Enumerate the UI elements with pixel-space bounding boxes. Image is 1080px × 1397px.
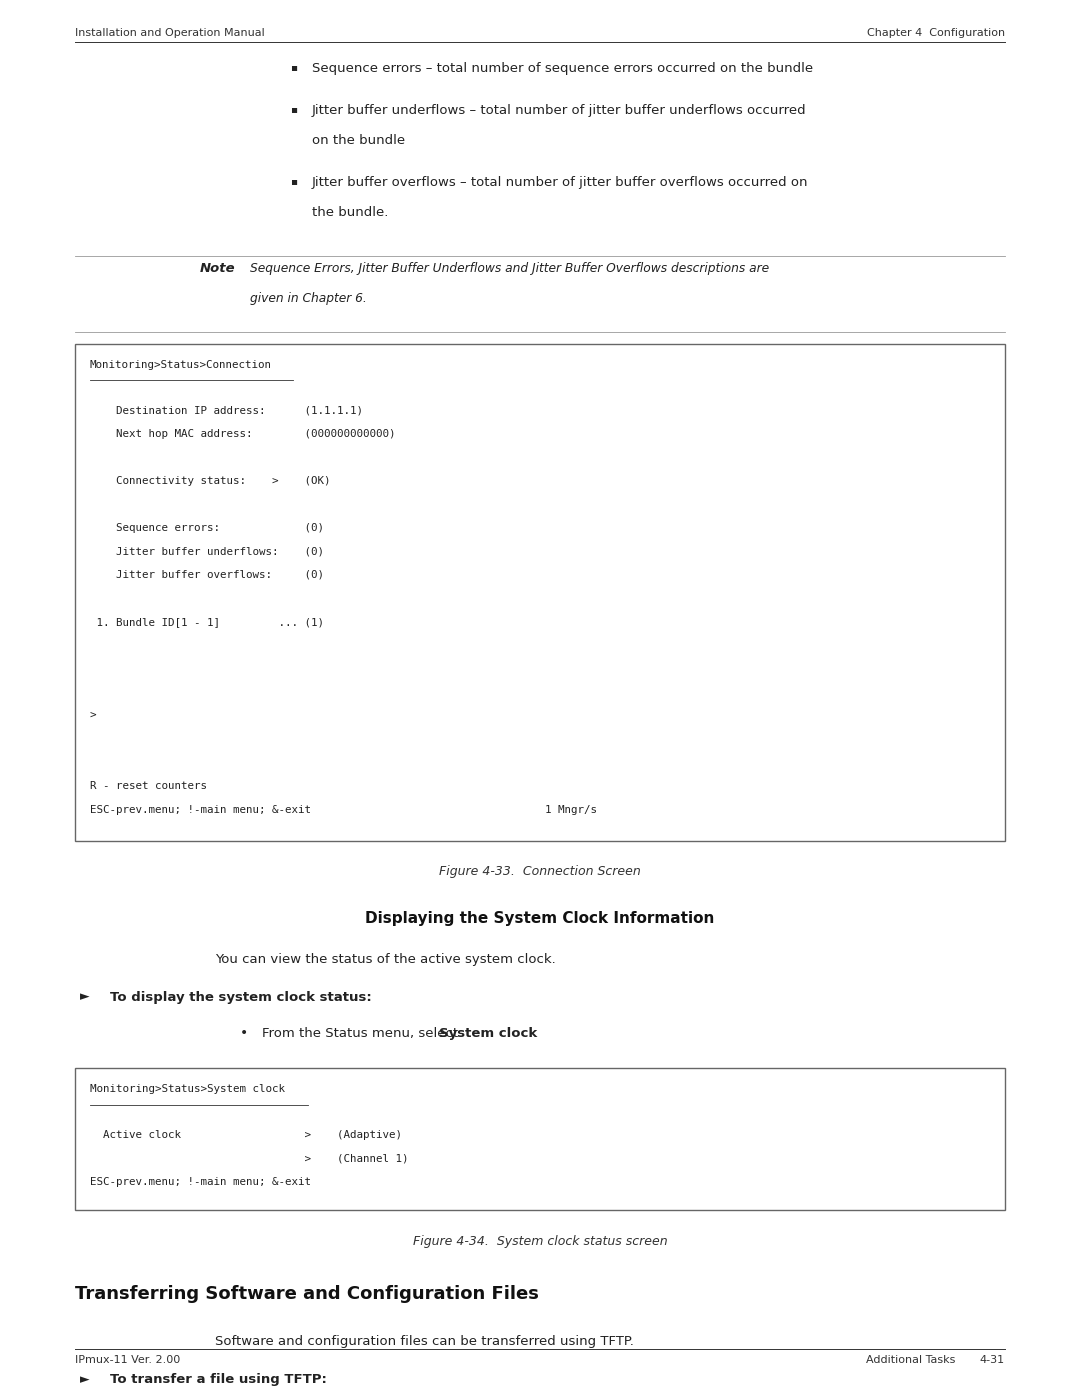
Text: ESC-prev.menu; !-main menu; &-exit                                    1 Mngr/s: ESC-prev.menu; !-main menu; &-exit 1 Mng… <box>90 805 597 814</box>
Text: ►: ► <box>80 1373 90 1386</box>
Text: To display the system clock status:: To display the system clock status: <box>110 990 372 1003</box>
Text: the bundle.: the bundle. <box>312 205 389 219</box>
Text: Software and configuration files can be transferred using TFTP.: Software and configuration files can be … <box>215 1336 634 1348</box>
Text: Sequence errors:             (0): Sequence errors: (0) <box>90 522 324 534</box>
Text: Active clock                   >    (Adaptive): Active clock > (Adaptive) <box>90 1130 402 1140</box>
Text: Sequence errors – total number of sequence errors occurred on the bundle: Sequence errors – total number of sequen… <box>312 61 813 75</box>
Text: Jitter buffer overflows – total number of jitter buffer overflows occurred on: Jitter buffer overflows – total number o… <box>312 176 809 189</box>
Text: Monitoring>Status>Connection: Monitoring>Status>Connection <box>90 360 272 370</box>
Text: ESC-prev.menu; !-main menu; &-exit: ESC-prev.menu; !-main menu; &-exit <box>90 1178 311 1187</box>
Text: System clock: System clock <box>438 1027 537 1039</box>
Bar <box>75 344 1005 841</box>
Text: •: • <box>240 1027 248 1041</box>
Text: Connectivity status:    >    (OK): Connectivity status: > (OK) <box>90 476 330 486</box>
Text: 4-31: 4-31 <box>980 1355 1005 1365</box>
Text: R - reset counters: R - reset counters <box>90 781 207 792</box>
Text: From the Status menu, select: From the Status menu, select <box>262 1027 462 1039</box>
Text: Figure 4-33.  Connection Screen: Figure 4-33. Connection Screen <box>440 866 640 879</box>
Text: IPmux-11 Ver. 2.00: IPmux-11 Ver. 2.00 <box>75 1355 180 1365</box>
Text: Displaying the System Clock Information: Displaying the System Clock Information <box>365 911 715 925</box>
Text: >    (Channel 1): > (Channel 1) <box>90 1154 408 1164</box>
Text: Destination IP address:      (1.1.1.1): Destination IP address: (1.1.1.1) <box>90 405 363 415</box>
Text: Monitoring>Status>System clock: Monitoring>Status>System clock <box>90 1084 285 1094</box>
Text: ▪: ▪ <box>291 103 297 115</box>
Text: Next hop MAC address:        (000000000000): Next hop MAC address: (000000000000) <box>90 429 395 439</box>
Text: ▪: ▪ <box>291 61 297 73</box>
Text: Transferring Software and Configuration Files: Transferring Software and Configuration … <box>75 1285 539 1303</box>
Text: Jitter buffer underflows – total number of jitter buffer underflows occurred: Jitter buffer underflows – total number … <box>312 103 807 117</box>
Text: To transfer a file using TFTP:: To transfer a file using TFTP: <box>110 1373 327 1386</box>
Text: >: > <box>90 711 96 721</box>
Text: Figure 4-34.  System clock status screen: Figure 4-34. System clock status screen <box>413 1235 667 1249</box>
Text: Jitter buffer overflows:     (0): Jitter buffer overflows: (0) <box>90 570 324 580</box>
Text: ►: ► <box>80 990 90 1003</box>
Text: given in Chapter 6.: given in Chapter 6. <box>249 292 367 305</box>
Text: Additional Tasks: Additional Tasks <box>866 1355 955 1365</box>
Text: ▪: ▪ <box>291 176 297 186</box>
Text: Note: Note <box>200 263 235 275</box>
Text: You can view the status of the active system clock.: You can view the status of the active sy… <box>215 953 556 965</box>
Text: .: . <box>516 1027 519 1039</box>
Bar <box>75 1069 1005 1210</box>
Text: Sequence Errors, Jitter Buffer Underflows and Jitter Buffer Overflows descriptio: Sequence Errors, Jitter Buffer Underflow… <box>249 263 769 275</box>
Text: Chapter 4  Configuration: Chapter 4 Configuration <box>867 28 1005 38</box>
Text: Jitter buffer underflows:    (0): Jitter buffer underflows: (0) <box>90 546 324 556</box>
Text: on the bundle: on the bundle <box>312 134 405 147</box>
Text: 1. Bundle ID[1 - 1]         ... (1): 1. Bundle ID[1 - 1] ... (1) <box>90 617 324 627</box>
Text: Installation and Operation Manual: Installation and Operation Manual <box>75 28 265 38</box>
